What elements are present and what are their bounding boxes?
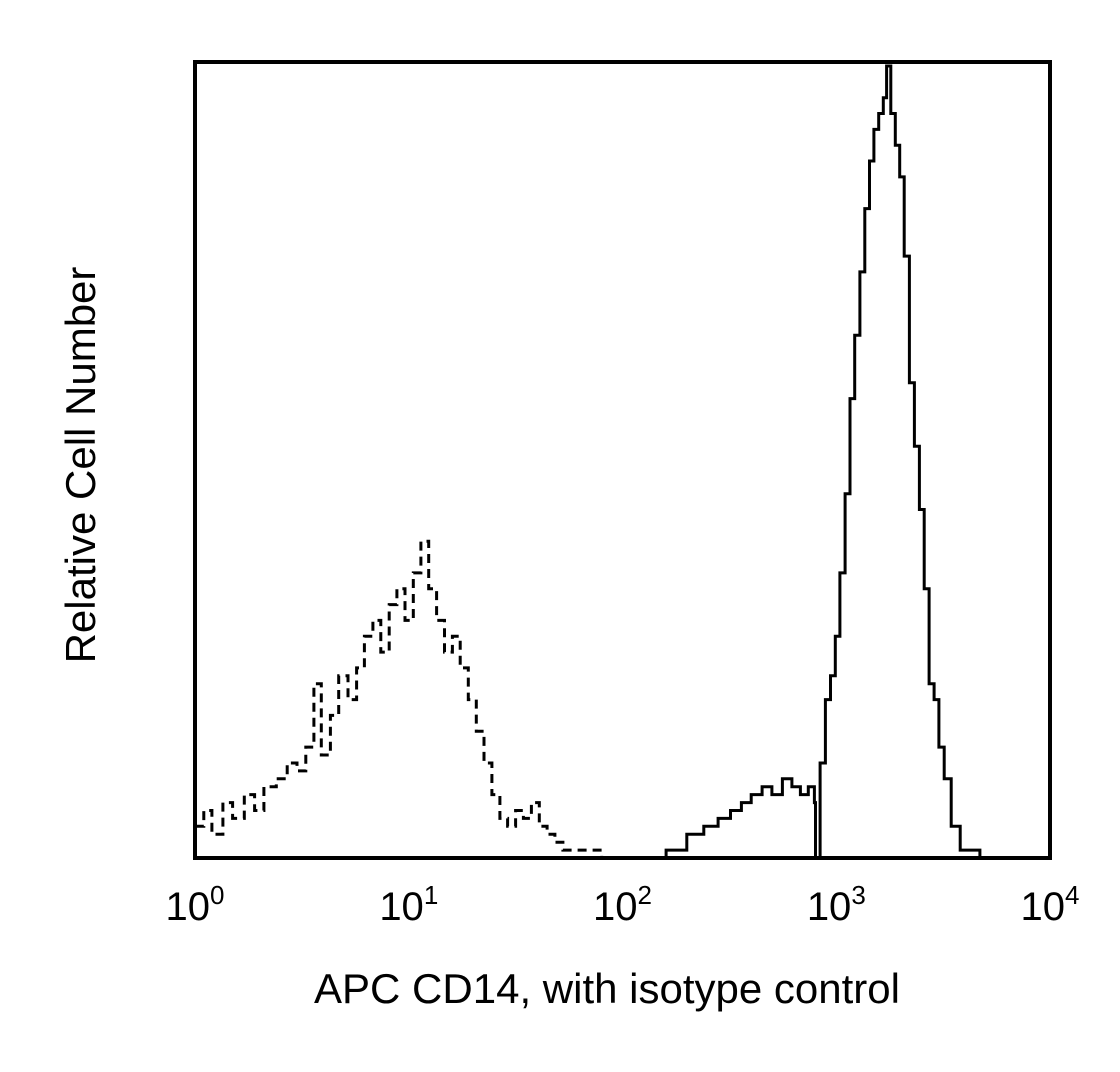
x-tick-labels: 100 101 102 103 104 [166,880,1080,929]
series-line-0 [195,539,696,860]
series-solid [510,64,982,860]
x-axis-label: APC CD14, with isotype control [314,965,900,1012]
x-tick-label: 102 [593,880,652,929]
x-tick-label: 104 [1021,880,1080,929]
x-tick-label: 101 [379,880,438,929]
x-tick-label: 103 [807,880,866,929]
series-line-1 [510,64,982,860]
x-tick-label: 100 [166,880,225,929]
series-layer [195,64,982,860]
series-dashed [195,539,696,860]
plot-frame [193,60,1052,860]
y-axis-label: Relative Cell Number [57,267,104,664]
plot-border [193,60,1052,860]
